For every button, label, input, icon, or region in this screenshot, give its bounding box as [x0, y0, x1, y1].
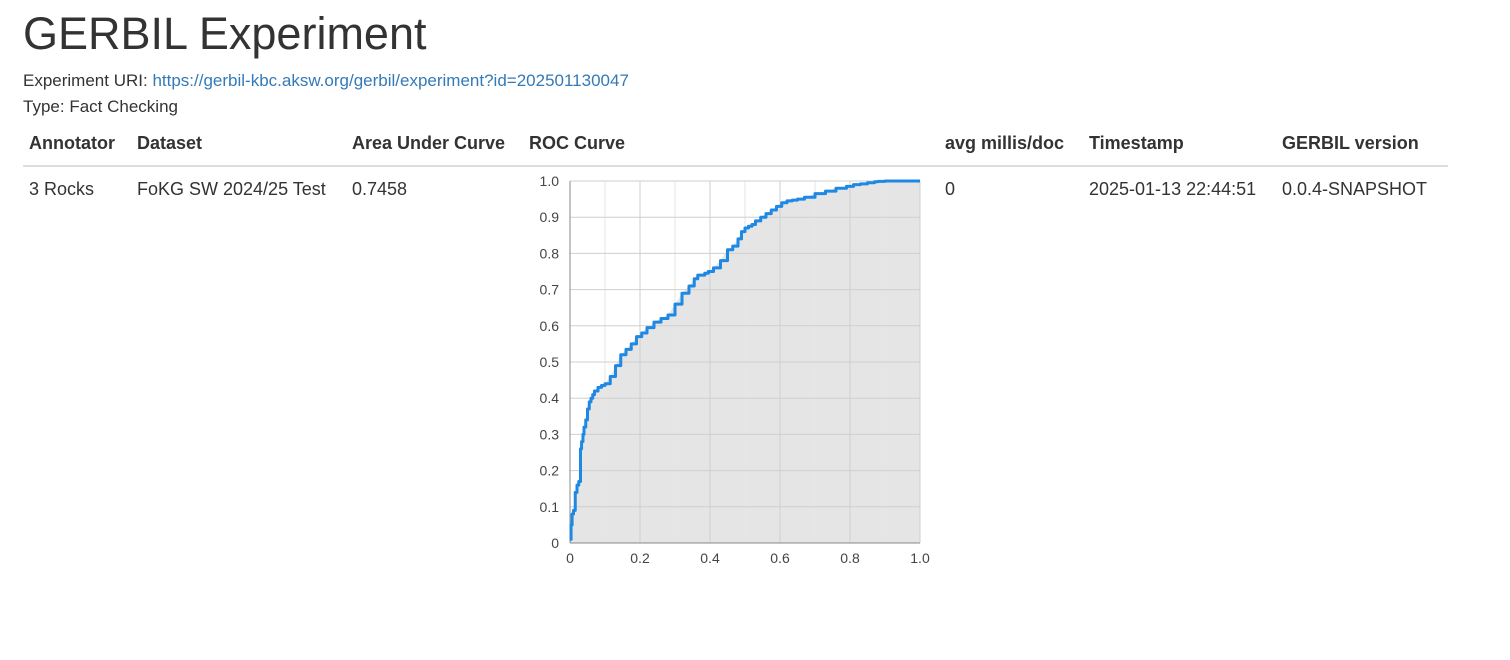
x-tick-label: 0.4 — [700, 550, 720, 566]
experiment-uri-line: Experiment URI: https://gerbil-kbc.aksw.… — [23, 70, 629, 92]
header-auc: Area Under Curve — [346, 124, 523, 167]
y-tick-label: 0.5 — [540, 354, 560, 370]
experiment-uri-link[interactable]: https://gerbil-kbc.aksw.org/gerbil/exper… — [152, 71, 629, 90]
y-tick-label: 0.4 — [540, 390, 560, 406]
cell-timestamp: 2025-01-13 22:44:51 — [1089, 179, 1257, 199]
y-tick-label: 0.9 — [540, 209, 560, 225]
y-tick-label: 0 — [551, 535, 559, 551]
y-tick-label: 0.6 — [540, 318, 560, 334]
header-roc: ROC Curve — [523, 124, 939, 167]
cell-annotator: 3 Rocks — [29, 179, 95, 199]
x-tick-label: 1.0 — [910, 550, 930, 566]
x-tick-label: 0 — [566, 550, 574, 566]
roc-series-line — [569, 179, 920, 541]
y-tick-label: 0.2 — [540, 463, 560, 479]
cell-dataset: FoKG SW 2024/25 Test — [137, 179, 326, 199]
header-timestamp: Timestamp — [1083, 124, 1276, 167]
cell-gerbil-version: 0.0.4-SNAPSHOT — [1282, 179, 1428, 199]
x-tick-label: 0.6 — [770, 550, 790, 566]
y-tick-label: 0.8 — [540, 245, 560, 261]
results-table: Annotator Dataset Area Under Curve ROC C… — [23, 124, 1448, 576]
header-dataset: Dataset — [131, 124, 346, 167]
header-avg-millis: avg millis/doc — [939, 124, 1083, 167]
page-title: GERBIL Experiment — [23, 8, 427, 59]
header-annotator: Annotator — [23, 124, 131, 167]
experiment-type-line: Type: Fact Checking — [23, 96, 178, 118]
cell-avg-millis: 0 — [945, 179, 956, 199]
cell-roc-chart: 0 0.2 0.4 0.6 0.8 1.0 0 0.1 0.2 0.3 0.4 0.5 0.6 0.7 0.… — [523, 166, 939, 576]
y-tick-label: 1.0 — [540, 173, 560, 189]
experiment-uri-label: Experiment URI: — [23, 71, 148, 90]
table-row: 3 Rocks FoKG SW 2024/25 Test 0.7458 0 0.2… — [23, 166, 1448, 576]
y-tick-label: 0.7 — [540, 282, 560, 298]
experiment-type-label: Type: — [23, 97, 65, 116]
experiment-type-value: Fact Checking — [69, 97, 178, 116]
y-tick-label: 0.1 — [540, 499, 560, 515]
x-tick-label: 0.2 — [630, 550, 650, 566]
roc-chart: 0 0.2 0.4 0.6 0.8 1.0 0 0.1 0.2 0.3 0.4 0.5 0.6 0.7 0.… — [540, 173, 930, 566]
x-tick-label: 0.8 — [840, 550, 860, 566]
table-header-row: Annotator Dataset Area Under Curve ROC C… — [23, 124, 1448, 167]
y-tick-label: 0.3 — [540, 426, 560, 442]
header-gerbil-version: GERBIL version — [1276, 124, 1448, 167]
cell-auc: 0.7458 — [352, 179, 408, 199]
